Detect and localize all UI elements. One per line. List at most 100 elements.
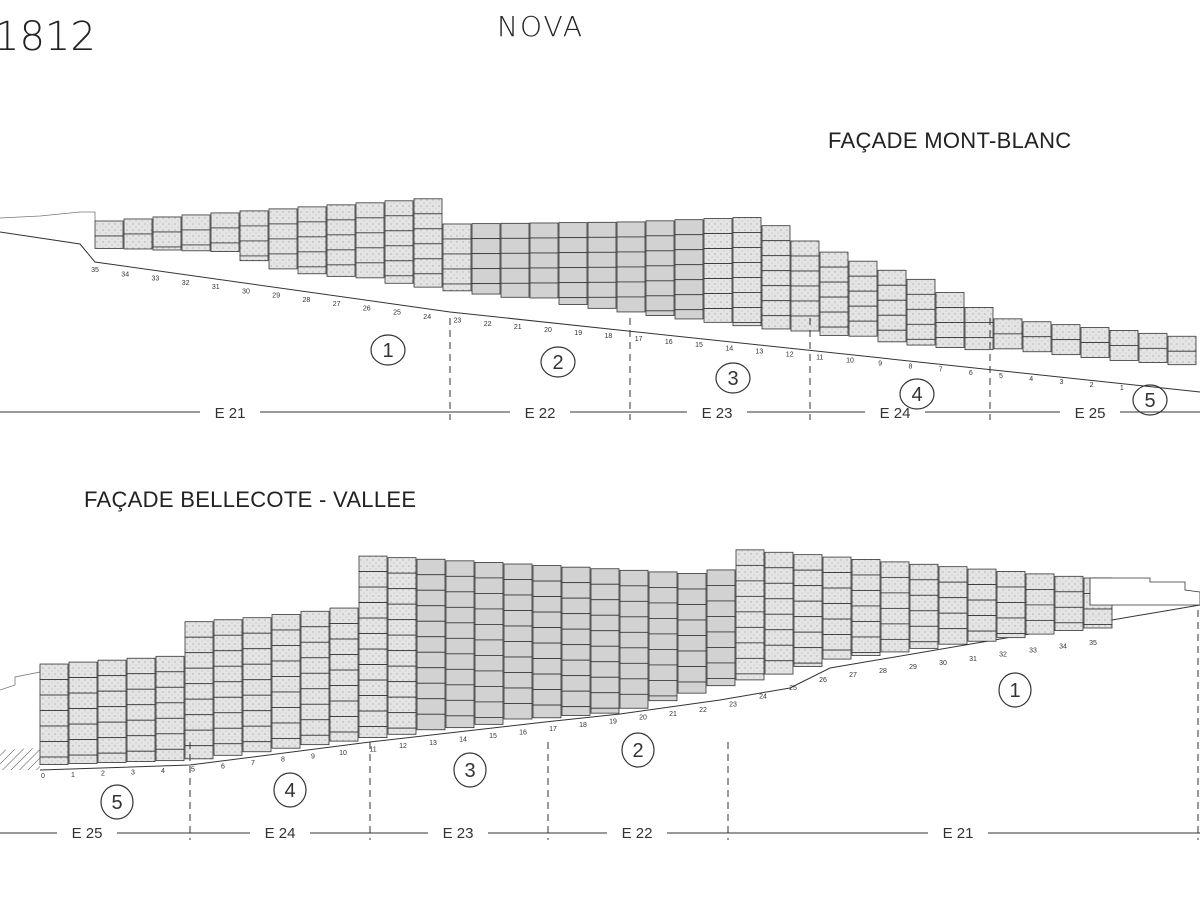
bottom-cell: [764, 567, 794, 584]
bottom-column: [822, 556, 852, 660]
bottom-cell: [445, 591, 475, 608]
bottom-cell: [213, 650, 243, 667]
bottom-cell: [445, 560, 475, 577]
top-cell: [471, 268, 501, 285]
bottom-cell: [358, 555, 388, 572]
bottom-cell: [387, 650, 417, 667]
bottom-cell: [126, 750, 156, 763]
bottom-cell: [677, 619, 707, 636]
bottom-cell: [387, 634, 417, 652]
bottom-axis-number: 7: [251, 760, 255, 767]
top-cell: [326, 234, 356, 251]
bottom-axis-number: 16: [519, 730, 527, 737]
top-roof-line: [0, 211, 96, 222]
top-cell: [616, 296, 646, 313]
bottom-axis-number: 30: [939, 660, 947, 667]
bottom-zone-circle: [621, 732, 655, 768]
top-stage-label: E 22: [525, 405, 556, 422]
top-cell: [413, 198, 443, 215]
bottom-cell: [938, 581, 968, 599]
bottom-cell: [1025, 573, 1055, 590]
bottom-column: [329, 607, 359, 742]
bottom-cell: [300, 734, 330, 746]
bottom-cell: [735, 611, 765, 628]
bottom-cell: [851, 590, 881, 607]
bottom-cell: [97, 706, 127, 723]
bottom-axis-number: 20: [639, 715, 647, 722]
bottom-cell: [184, 683, 214, 700]
bottom-zone-circle: [998, 672, 1032, 708]
top-cell: [587, 236, 617, 253]
bottom-cell: [387, 619, 417, 636]
top-axis-number: 21: [514, 324, 522, 331]
bottom-cell: [97, 752, 127, 763]
bottom-cell: [880, 592, 910, 609]
top-cell: [674, 249, 704, 266]
bottom-cell: [213, 619, 243, 636]
top-cell: [210, 227, 240, 244]
bottom-cell: [996, 602, 1026, 619]
bottom-cell: [329, 700, 359, 717]
bottom-cell: [155, 702, 185, 719]
bottom-cell: [1025, 588, 1055, 606]
bottom-cell: [561, 628, 591, 646]
bottom-axis-number: 3: [131, 769, 135, 776]
bottom-cell: [735, 564, 765, 582]
top-cell: [1138, 347, 1168, 363]
top-cell: [210, 242, 240, 252]
bottom-cell: [474, 701, 504, 718]
bottom-cell: [416, 558, 446, 576]
bottom-stage-label: E 25: [72, 825, 103, 842]
top-cell: [529, 282, 559, 299]
bottom-cell: [300, 626, 330, 643]
top-column: [1080, 327, 1110, 358]
top-cell: [645, 220, 675, 237]
bottom-cell: [39, 663, 69, 680]
bottom-column: [242, 617, 272, 753]
bottom-column: [590, 568, 620, 714]
top-column: [210, 212, 240, 252]
bottom-column: [1025, 573, 1055, 635]
top-axis-number: 10: [846, 358, 854, 365]
top-zone-circle: [370, 334, 406, 366]
bottom-cell: [561, 566, 591, 584]
top-cell: [326, 219, 356, 236]
top-cell: [732, 247, 762, 263]
bottom-axis-number: 5: [191, 767, 195, 774]
bottom-column: [445, 560, 475, 729]
bottom-cell: [619, 585, 649, 602]
bottom-cell: [851, 636, 881, 653]
top-cell: [964, 307, 994, 323]
bottom-axis-number: 10: [339, 750, 347, 757]
bottom-cell: [619, 600, 649, 618]
top-cell: [239, 225, 269, 242]
bottom-axis-number: 32: [999, 652, 1007, 659]
top-column: [1138, 332, 1168, 363]
bottom-cell: [532, 580, 562, 597]
bottom-cell: [213, 696, 243, 714]
bottom-cell: [822, 618, 852, 635]
bottom-stage-label-bg: [607, 822, 667, 838]
bottom-column: [793, 554, 823, 667]
bottom-cell: [97, 737, 127, 754]
top-cell: [848, 275, 878, 292]
bottom-cell: [358, 648, 388, 665]
top-cell: [616, 281, 646, 298]
top-stage-label-bg: [200, 402, 260, 418]
top-cell: [935, 307, 965, 323]
bottom-cell: [909, 625, 939, 643]
top-cell: [790, 240, 820, 257]
top-cell: [732, 292, 762, 308]
bottom-column: [503, 563, 533, 720]
bottom-axis-number: 11: [369, 747, 376, 754]
bottom-cell: [764, 551, 794, 569]
top-cell: [1022, 336, 1052, 353]
bottom-cell: [503, 594, 533, 611]
bottom-cell: [271, 660, 301, 677]
bottom-stage-label: E 21: [943, 825, 974, 842]
bottom-cell: [590, 583, 620, 601]
bottom-cell: [590, 661, 620, 678]
top-cell: [616, 266, 646, 283]
top-stage-label-bg: [1060, 402, 1120, 418]
bottom-zone-circle: [100, 784, 134, 820]
